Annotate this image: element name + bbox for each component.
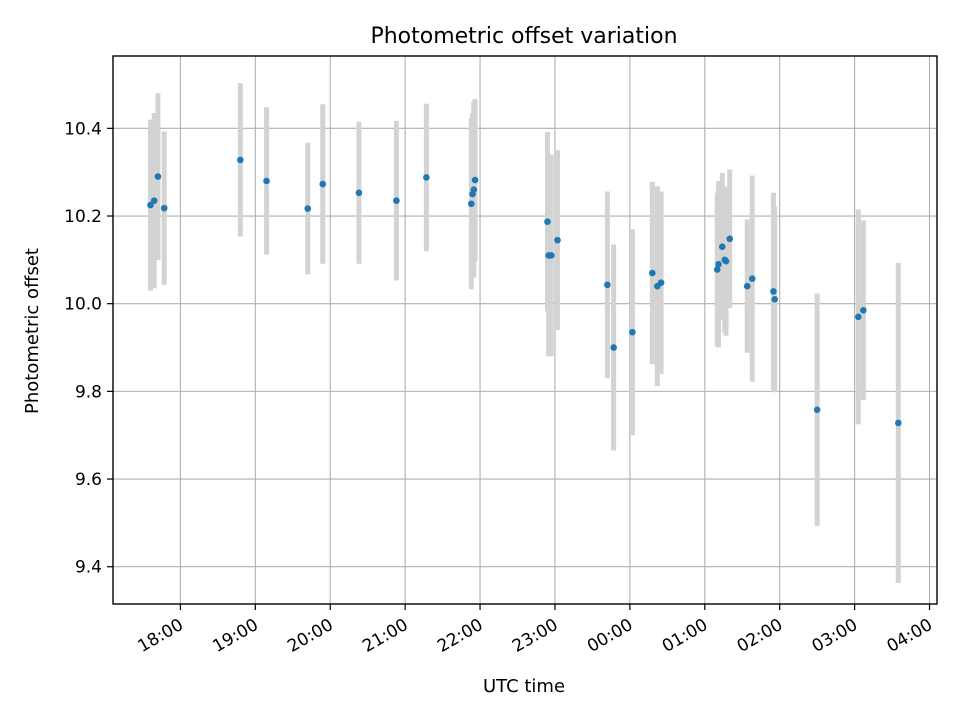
data-point <box>237 156 244 164</box>
y-axis-label: Photometric offset <box>22 248 43 414</box>
data-point <box>393 197 400 204</box>
y-axis-ticks: 9.4 9.6 9.8 10.0 10.2 10.4 <box>64 119 113 578</box>
data-point <box>771 296 778 303</box>
data-points <box>147 156 902 427</box>
y-tick-label: 10.4 <box>64 119 102 139</box>
y-tick-label: 10.2 <box>64 207 102 227</box>
data-point <box>544 218 551 226</box>
data-point <box>319 180 327 188</box>
data-point <box>610 344 617 351</box>
y-tick-label: 9.4 <box>75 558 102 578</box>
data-point <box>726 235 734 243</box>
data-point <box>471 176 479 184</box>
data-point <box>263 177 270 185</box>
y-tick-label: 9.8 <box>75 382 102 402</box>
data-point <box>718 243 726 251</box>
data-point <box>150 197 158 204</box>
y-tick-label: 9.6 <box>75 470 102 490</box>
data-point <box>813 406 821 414</box>
data-point <box>547 252 555 259</box>
data-point <box>748 275 756 283</box>
data-point <box>470 186 478 194</box>
data-point <box>743 282 751 290</box>
data-point <box>468 200 475 208</box>
grid <box>113 56 937 604</box>
data-point <box>629 328 636 336</box>
plot-frame <box>112 55 938 605</box>
data-point <box>713 266 721 273</box>
data-point <box>894 419 902 427</box>
data-point <box>355 189 363 197</box>
x-axis-label: UTC time <box>483 676 565 697</box>
data-point <box>423 174 430 181</box>
data-point <box>722 257 730 265</box>
data-point <box>855 313 862 321</box>
chart-title: Photometric offset variation <box>370 24 677 49</box>
data-point <box>160 204 168 212</box>
data-point <box>554 236 561 244</box>
data-point <box>649 269 656 277</box>
data-point <box>770 288 777 295</box>
data-point <box>304 205 312 212</box>
y-tick-label: 10.0 <box>64 295 102 315</box>
data-point <box>147 201 154 209</box>
data-point <box>715 260 722 268</box>
data-point <box>657 279 665 286</box>
data-point <box>604 281 611 289</box>
data-point <box>860 306 867 314</box>
data-point <box>154 173 162 180</box>
